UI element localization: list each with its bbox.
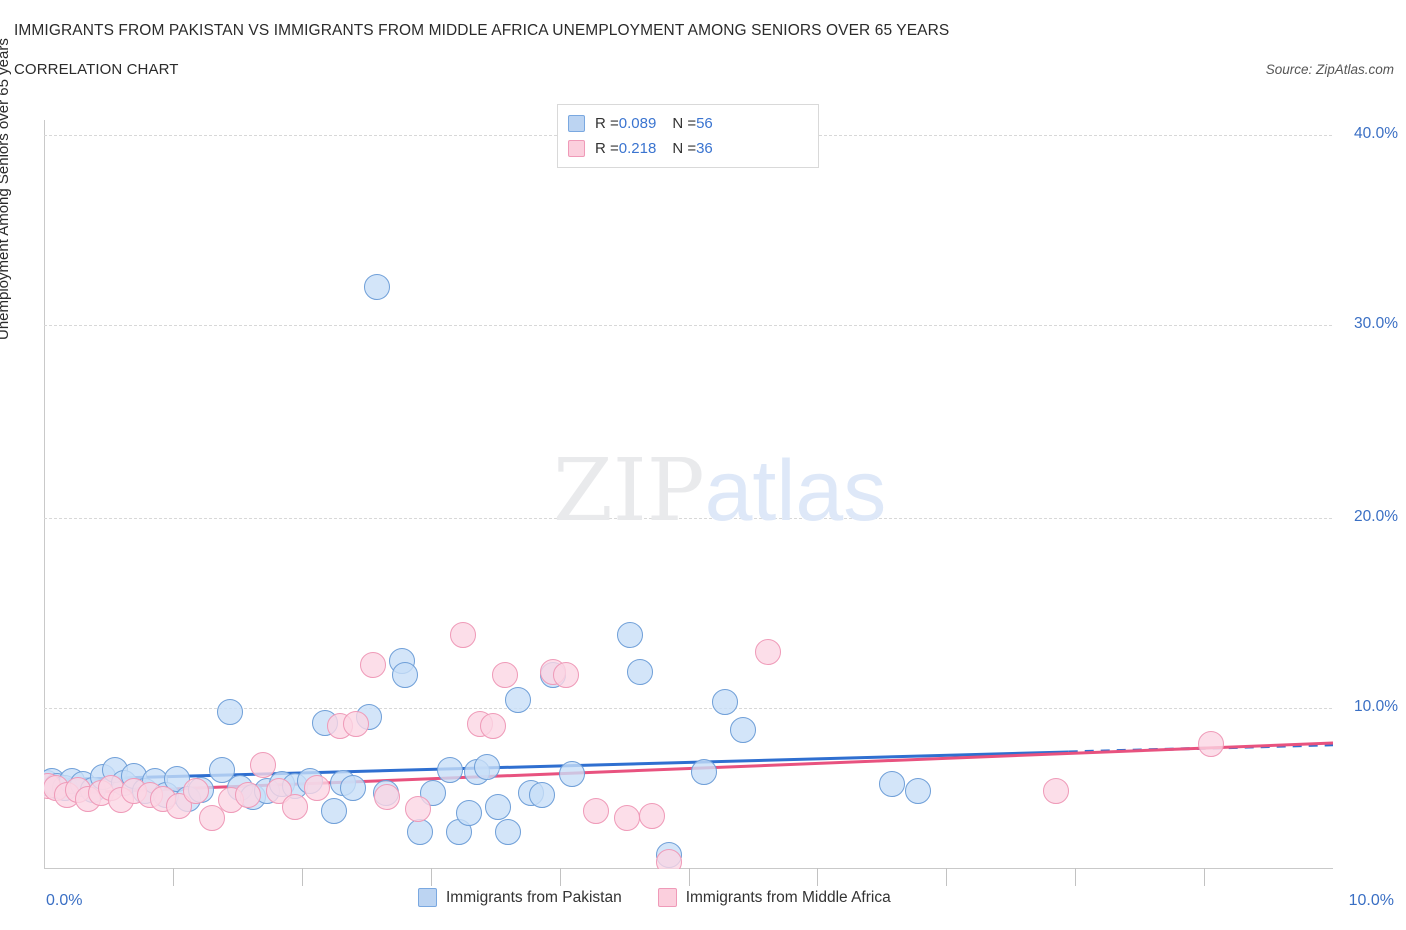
legend-item-middle-africa[interactable]: Immigrants from Middle Africa: [657, 888, 891, 907]
scatter-point[interactable]: [404, 796, 431, 823]
source-label: Source: ZipAtlas.com: [1265, 62, 1394, 77]
scatter-point[interactable]: [559, 760, 586, 787]
scatter-point[interactable]: [613, 804, 640, 831]
x-axis-tick: [1075, 868, 1076, 886]
scatter-point[interactable]: [437, 757, 464, 784]
scatter-point[interactable]: [1042, 778, 1069, 805]
scatter-point[interactable]: [711, 688, 738, 715]
scatter-point[interactable]: [321, 797, 348, 824]
scatter-point[interactable]: [505, 686, 532, 713]
scatter-point[interactable]: [1197, 730, 1224, 757]
stats-n-label-pink: N =: [672, 140, 697, 157]
x-axis-tick: [817, 868, 818, 886]
scatter-point[interactable]: [639, 803, 666, 830]
x-axis-min-label: 0.0%: [46, 892, 83, 909]
series-legend: Immigrants from Pakistan Immigrants from…: [418, 888, 917, 907]
gridline-20: [44, 518, 1332, 519]
y-tick-label-30: 30.0%: [1354, 315, 1398, 332]
x-axis-tick: [689, 868, 690, 886]
scatter-point[interactable]: [198, 804, 225, 831]
scatter-point[interactable]: [250, 752, 277, 779]
scatter-point[interactable]: [582, 797, 609, 824]
stats-n-label-blue: N =: [672, 115, 697, 132]
stats-n-value-blue: 56: [696, 115, 713, 132]
chart-subtitle: CORRELATION CHART: [14, 61, 179, 78]
scatter-point[interactable]: [449, 621, 476, 648]
scatter-point[interactable]: [340, 774, 367, 801]
y-axis-title: Unemployment Among Seniors over 65 years: [0, 38, 12, 340]
scatter-point[interactable]: [363, 274, 390, 301]
scatter-point[interactable]: [879, 771, 906, 798]
scatter-point[interactable]: [553, 662, 580, 689]
legend-label-middle-africa: Immigrants from Middle Africa: [685, 888, 891, 906]
x-axis-tick: [173, 868, 174, 886]
y-tick-label-40: 40.0%: [1354, 125, 1398, 142]
stats-r-value-pink: 0.218: [618, 140, 657, 157]
stats-row-pakistan: R = 0.089 N = 56: [568, 111, 808, 136]
x-axis-tick: [1204, 868, 1205, 886]
legend-swatch-middle-africa: [657, 888, 677, 907]
scatter-point[interactable]: [617, 621, 644, 648]
stats-r-label-blue: R =: [595, 115, 619, 132]
scatter-point[interactable]: [656, 848, 683, 869]
y-tick-label-20: 20.0%: [1354, 508, 1398, 525]
x-axis-tick: [302, 868, 303, 886]
scatter-point[interactable]: [474, 753, 501, 780]
scatter-point[interactable]: [407, 818, 434, 845]
scatter-point[interactable]: [420, 780, 447, 807]
scatter-point[interactable]: [492, 662, 519, 689]
scatter-point[interactable]: [495, 818, 522, 845]
scatter-point[interactable]: [359, 651, 386, 678]
legend-item-pakistan[interactable]: Immigrants from Pakistan: [418, 888, 622, 907]
scatter-point[interactable]: [528, 781, 555, 808]
scatter-point[interactable]: [755, 639, 782, 666]
stats-swatch-pink: [568, 140, 585, 157]
page-title: IMMIGRANTS FROM PAKISTAN VS IMMIGRANTS F…: [14, 22, 950, 39]
scatter-point[interactable]: [479, 713, 506, 740]
correlation-stats-box: R = 0.089 N = 56 R = 0.218 N = 36: [557, 104, 819, 168]
x-axis-tick: [946, 868, 947, 886]
scatter-point[interactable]: [304, 774, 331, 801]
scatter-point[interactable]: [342, 711, 369, 738]
x-axis-line: [44, 868, 1333, 869]
stats-r-value-blue: 0.089: [618, 115, 657, 132]
legend-label-pakistan: Immigrants from Pakistan: [446, 888, 622, 906]
x-axis-tick: [431, 868, 432, 886]
y-axis-line: [44, 120, 45, 869]
scatter-point[interactable]: [456, 799, 483, 826]
gridline-10: [44, 708, 1332, 709]
legend-swatch-pakistan: [418, 888, 437, 907]
scatter-point[interactable]: [234, 781, 261, 808]
gridline-30: [44, 325, 1332, 326]
stats-row-middle-africa: R = 0.218 N = 36: [568, 136, 808, 161]
scatter-point[interactable]: [690, 759, 717, 786]
x-axis-max-label: 10.0%: [1348, 892, 1394, 909]
y-tick-label-10: 10.0%: [1354, 698, 1398, 715]
stats-n-value-pink: 36: [696, 140, 713, 157]
scatter-point[interactable]: [626, 658, 653, 685]
scatter-point[interactable]: [729, 716, 756, 743]
data-layer: [44, 120, 1333, 869]
scatter-point[interactable]: [391, 662, 418, 689]
stats-r-label-pink: R =: [595, 140, 619, 157]
scatter-point[interactable]: [216, 699, 243, 726]
scatter-point[interactable]: [904, 778, 931, 805]
scatter-point[interactable]: [183, 778, 210, 805]
scatter-point[interactable]: [373, 783, 400, 810]
x-axis-tick: [560, 868, 561, 886]
scatter-point[interactable]: [282, 794, 309, 821]
scatter-point[interactable]: [484, 794, 511, 821]
stats-swatch-blue: [568, 115, 585, 132]
